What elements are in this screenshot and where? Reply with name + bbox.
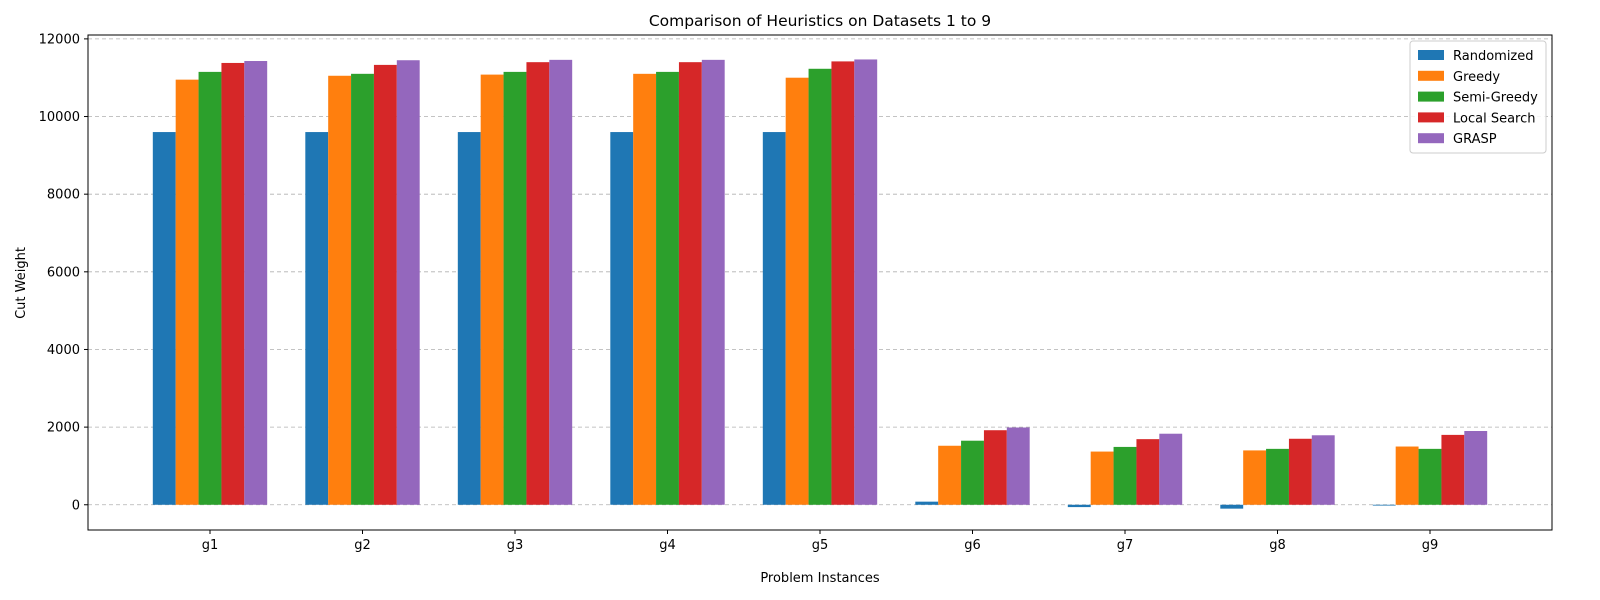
y-tick-label: 8000 bbox=[47, 188, 80, 203]
x-tick-label: g1 bbox=[202, 538, 219, 553]
bar-semi-greedy-g3 bbox=[503, 71, 527, 505]
bar-local-search-g3 bbox=[526, 62, 550, 505]
y-tick-label: 2000 bbox=[47, 421, 80, 436]
bar-semi-greedy-g6 bbox=[961, 440, 984, 505]
bar-greedy-g3 bbox=[480, 74, 504, 505]
y-tick-label: 6000 bbox=[47, 265, 80, 280]
y-tick-label: 10000 bbox=[39, 110, 80, 125]
legend-box bbox=[1409, 40, 1547, 154]
bar-semi-greedy-g9 bbox=[1418, 448, 1442, 505]
bar-greedy-g1 bbox=[175, 79, 199, 505]
bar-semi-greedy-g2 bbox=[351, 73, 374, 505]
legend-label: GRASP bbox=[1453, 132, 1497, 147]
bar-randomized-g7 bbox=[1067, 504, 1091, 508]
bar-randomized-g6 bbox=[915, 501, 939, 505]
bar-grasp-g2 bbox=[396, 60, 420, 505]
bar-greedy-g2 bbox=[328, 75, 352, 505]
x-tick-label: g2 bbox=[354, 538, 371, 553]
bar-randomized-g5 bbox=[762, 132, 786, 505]
legend-swatch bbox=[1418, 70, 1444, 81]
legend-swatch bbox=[1418, 112, 1444, 123]
bar-grasp-g5 bbox=[854, 59, 878, 505]
x-tick-label: g4 bbox=[659, 538, 676, 553]
bar-local-search-g2 bbox=[373, 64, 397, 505]
bar-grasp-g6 bbox=[1006, 427, 1030, 505]
bar-grasp-g8 bbox=[1311, 435, 1335, 505]
legend: Randomized Greedy Semi-Greedy Local Search G… bbox=[1409, 40, 1547, 154]
x-tick-label: g3 bbox=[507, 538, 524, 553]
legend-label: Semi-Greedy bbox=[1453, 91, 1538, 106]
bar-greedy-g8 bbox=[1243, 450, 1267, 505]
bar-semi-greedy-g7 bbox=[1113, 446, 1137, 505]
legend-label: Greedy bbox=[1453, 70, 1500, 85]
bar-local-search-g5 bbox=[831, 61, 855, 505]
legend-label: Local Search bbox=[1453, 111, 1536, 126]
x-axis-label: Problem Instances bbox=[760, 571, 880, 586]
bar-local-search-g7 bbox=[1136, 439, 1160, 505]
bar-grasp-g3 bbox=[549, 59, 573, 505]
y-tick-label: 4000 bbox=[47, 343, 80, 358]
bar-local-search-g6 bbox=[983, 430, 1007, 505]
x-axis-ticks: g1 g2 g3 g4 g5 g6 g7 g8 g9 bbox=[202, 530, 1439, 553]
bar-semi-greedy-g5 bbox=[808, 68, 832, 505]
bar-grasp-g1 bbox=[244, 61, 268, 505]
bar-local-search-g9 bbox=[1441, 434, 1465, 505]
y-axis-label: Cut Weight bbox=[14, 247, 29, 319]
bar-grasp-g9 bbox=[1464, 431, 1488, 505]
bar-randomized-g8 bbox=[1220, 504, 1244, 509]
bar-greedy-g6 bbox=[938, 445, 962, 505]
legend-swatch bbox=[1418, 50, 1444, 60]
legend-label: Randomized bbox=[1453, 49, 1534, 64]
bar-randomized-g3 bbox=[457, 132, 481, 505]
y-tick-label: 12000 bbox=[39, 32, 80, 47]
bar-local-search-g1 bbox=[221, 62, 245, 505]
bar-grasp-g7 bbox=[1159, 433, 1183, 505]
y-tick-label: 0 bbox=[72, 498, 80, 513]
bar-greedy-g9 bbox=[1395, 446, 1419, 505]
bar-semi-greedy-g4 bbox=[656, 71, 679, 505]
x-tick-label: g7 bbox=[1117, 538, 1134, 553]
bar-semi-greedy-g1 bbox=[198, 71, 222, 505]
legend-swatch bbox=[1418, 91, 1444, 102]
bar-randomized-g9 bbox=[1372, 504, 1396, 506]
bar-local-search-g4 bbox=[678, 62, 702, 505]
bar-randomized-g1 bbox=[152, 132, 176, 505]
bar-semi-greedy-g8 bbox=[1266, 448, 1289, 505]
bar-grasp-g4 bbox=[701, 59, 725, 505]
bars bbox=[152, 59, 1488, 509]
y-axis-ticks: 0 2000 4000 6000 8000 10000 12000 bbox=[39, 32, 88, 513]
chart-title: Comparison of Heuristics on Datasets 1 t… bbox=[649, 12, 991, 30]
bar-local-search-g8 bbox=[1288, 438, 1312, 505]
legend-swatch bbox=[1418, 133, 1444, 144]
x-tick-label: g5 bbox=[812, 538, 829, 553]
bar-greedy-g7 bbox=[1090, 451, 1114, 505]
bar-greedy-g5 bbox=[785, 77, 809, 505]
bar-randomized-g4 bbox=[610, 132, 634, 505]
x-tick-label: g9 bbox=[1422, 538, 1439, 553]
bar-greedy-g4 bbox=[633, 73, 657, 505]
bar-randomized-g2 bbox=[305, 132, 329, 505]
x-tick-label: g8 bbox=[1269, 538, 1286, 553]
x-tick-label: g6 bbox=[964, 538, 981, 553]
